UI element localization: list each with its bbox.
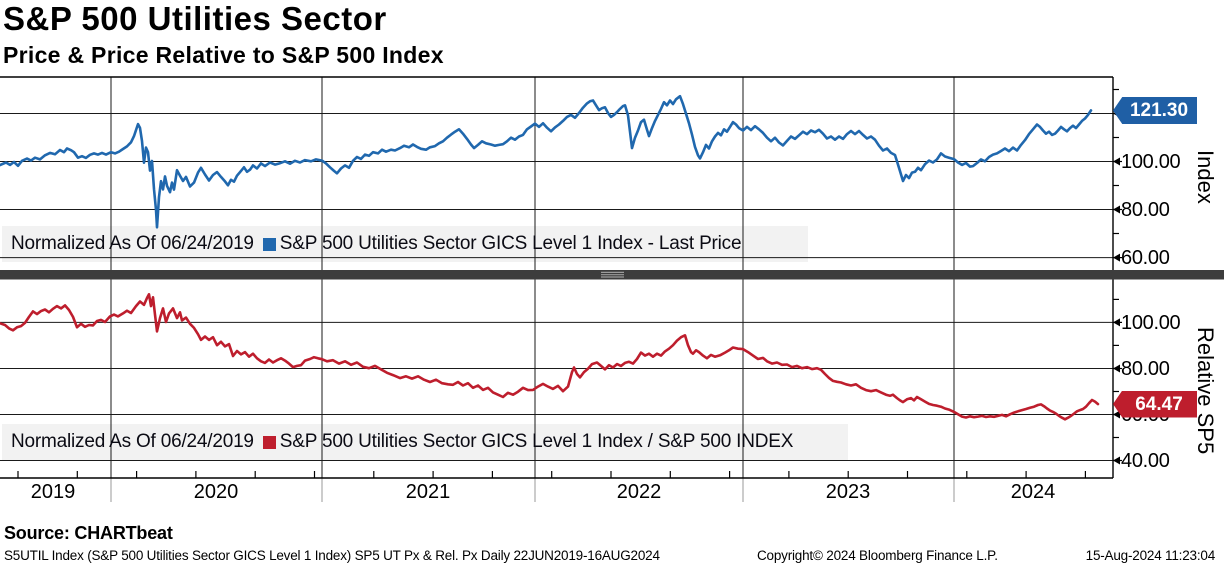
xtick-2024: 2024 — [1010, 481, 1056, 503]
xtick-2022: 2022 — [616, 481, 662, 503]
source-label: Source: CHARTbeat — [4, 523, 173, 543]
bottom-legend-background — [2, 424, 848, 461]
top-ytick-80: 80.00 — [1121, 198, 1170, 221]
footer-copyright: Copyright© 2024 Bloomberg Finance L.P. — [757, 548, 998, 563]
xtick-2021: 2021 — [405, 481, 451, 503]
utilities-relative-line — [0, 292, 1100, 421]
page-title: S&P 500 Utilities Sector — [3, 0, 387, 37]
top-legend-background — [2, 226, 808, 262]
page-subtitle: Price & Price Relative to S&P 500 Index — [3, 42, 444, 68]
top-ytick-60: 60.00 — [1121, 246, 1170, 269]
bottom-legend: Normalized As Of 06/24/2019 S&P 500 Util… — [2, 428, 846, 456]
xtick-2019: 2019 — [30, 481, 76, 503]
last-price-badge-index: 121.30 — [1113, 97, 1197, 124]
footer-description: S5UTIL Index (S&P 500 Utilities Sector G… — [4, 548, 660, 563]
bottom-series-label: S&P 500 Utilities Sector GICS Level 1 In… — [279, 431, 794, 452]
xtick-2023: 2023 — [825, 481, 871, 503]
top-ytick-100: 100.00 — [1121, 150, 1181, 173]
last-price-badge-relative: 64.47 — [1113, 390, 1197, 418]
bottom-ytick-40: 40.00 — [1121, 449, 1170, 472]
bottom-series-legend-entry[interactable]: S&P 500 Utilities Sector GICS Level 1 In… — [262, 431, 794, 453]
top-legend: Normalized As Of 06/24/2019 S&P 500 Util… — [2, 230, 806, 258]
red-series-swatch-icon — [262, 435, 276, 449]
xtick-2020: 2020 — [193, 481, 239, 503]
bottom-normalized-label: Normalized As Of 06/24/2019 — [11, 431, 254, 452]
top-axis-title: Index — [1193, 150, 1218, 204]
footer-timestamp: 15-Aug-2024 11:23:04 — [1085, 548, 1216, 563]
blue-series-swatch-icon — [262, 237, 276, 251]
bottom-ytick-100: 100.00 — [1121, 311, 1181, 334]
separator-drag-handle-icon[interactable] — [601, 271, 624, 278]
bottom-axis-title: Relative SP5 — [1193, 327, 1218, 455]
top-series-label: S&P 500 Utilities Sector GICS Level 1 In… — [279, 233, 742, 254]
top-series-legend-entry[interactable]: S&P 500 Utilities Sector GICS Level 1 In… — [262, 233, 742, 255]
bottom-ytick-80: 80.00 — [1121, 357, 1170, 380]
top-normalized-label: Normalized As Of 06/24/2019 — [11, 233, 254, 254]
utilities-price-line — [0, 94, 1093, 229]
